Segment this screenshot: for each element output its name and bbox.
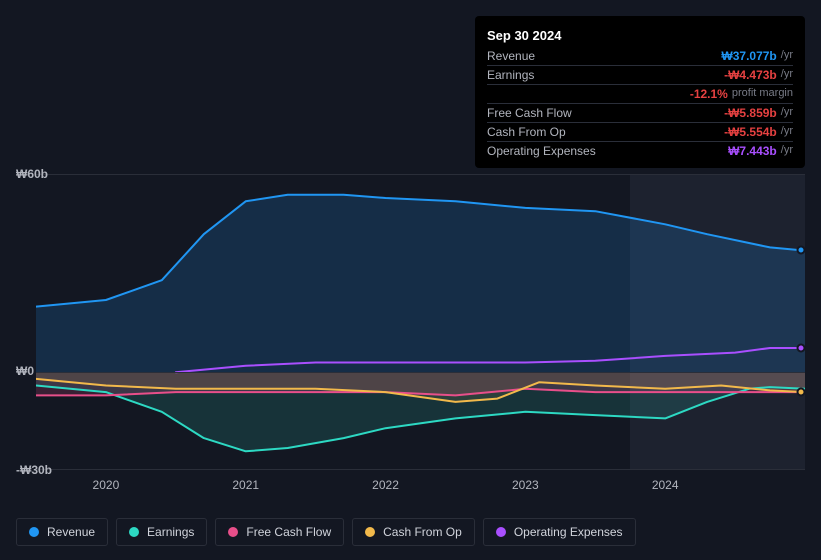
tooltip-row-label: Revenue [487,49,721,63]
legend-item[interactable]: Earnings [116,518,207,546]
tooltip-row: Operating Expenses₩7.443b/yr [487,141,793,160]
plot-area[interactable] [36,174,805,470]
tooltip-row-value: ₩37.077b [721,49,776,63]
tooltip-row-unit: /yr [781,125,793,139]
legend-label: Revenue [47,525,95,539]
tooltip-row: Cash From Op-₩5.554b/yr [487,122,793,141]
legend-item[interactable]: Free Cash Flow [215,518,344,546]
legend-label: Earnings [147,525,194,539]
tooltip-row-unit: /yr [781,49,793,63]
y-axis-tick-label: ₩60b [16,167,48,181]
legend-label: Operating Expenses [514,525,623,539]
tooltip-row-unit: /yr [781,106,793,120]
x-axis-tick-label: 2020 [93,478,120,492]
tooltip-row-unit: /yr [781,144,793,158]
tooltip-row-label [487,87,690,101]
chart-area: ₩60b ₩0 -₩30b 2020 2021 2022 2023 2024 [16,160,805,500]
legend-item[interactable]: Cash From Op [352,518,475,546]
tooltip-row-value: -12.1% [690,87,728,101]
tooltip-box: Sep 30 2024 Revenue₩37.077b/yrEarnings-₩… [475,16,805,168]
tooltip-row-label: Cash From Op [487,125,724,139]
x-axis-tick-label: 2024 [652,478,679,492]
tooltip-row-label: Free Cash Flow [487,106,724,120]
tooltip-date: Sep 30 2024 [487,24,793,47]
y-axis-tick-label: ₩0 [16,364,34,378]
tooltip-row-label: Earnings [487,68,724,82]
tooltip-row-unit: profit margin [732,87,793,101]
legend-label: Free Cash Flow [246,525,331,539]
x-axis-tick-label: 2022 [372,478,399,492]
tooltip-row: -12.1% profit margin [487,84,793,103]
series-marker [796,387,805,396]
legend-item[interactable]: Operating Expenses [483,518,636,546]
tooltip-row: Revenue₩37.077b/yr [487,47,793,65]
legend-item[interactable]: Revenue [16,518,108,546]
legend-swatch-icon [496,527,506,537]
x-axis-tick-label: 2023 [512,478,539,492]
legend-swatch-icon [29,527,39,537]
legend: Revenue Earnings Free Cash Flow Cash From O… [16,518,636,546]
tooltip-row-value: ₩7.443b [728,144,777,158]
chart-svg [36,175,805,471]
tooltip-row-unit: /yr [781,68,793,82]
legend-swatch-icon [365,527,375,537]
gridline-zero [36,372,805,373]
series-marker [796,246,805,255]
tooltip-row-label: Operating Expenses [487,144,728,158]
y-axis-tick-label: -₩30b [16,463,52,477]
tooltip-row-value: -₩5.859b [724,106,777,120]
legend-swatch-icon [129,527,139,537]
tooltip-row: Earnings-₩4.473b/yr [487,65,793,84]
legend-swatch-icon [228,527,238,537]
tooltip-row-value: -₩5.554b [724,125,777,139]
tooltip-row: Free Cash Flow-₩5.859b/yr [487,103,793,122]
tooltip-row-value: -₩4.473b [724,68,777,82]
legend-label: Cash From Op [383,525,462,539]
x-axis-tick-label: 2021 [232,478,259,492]
series-marker [796,343,805,352]
